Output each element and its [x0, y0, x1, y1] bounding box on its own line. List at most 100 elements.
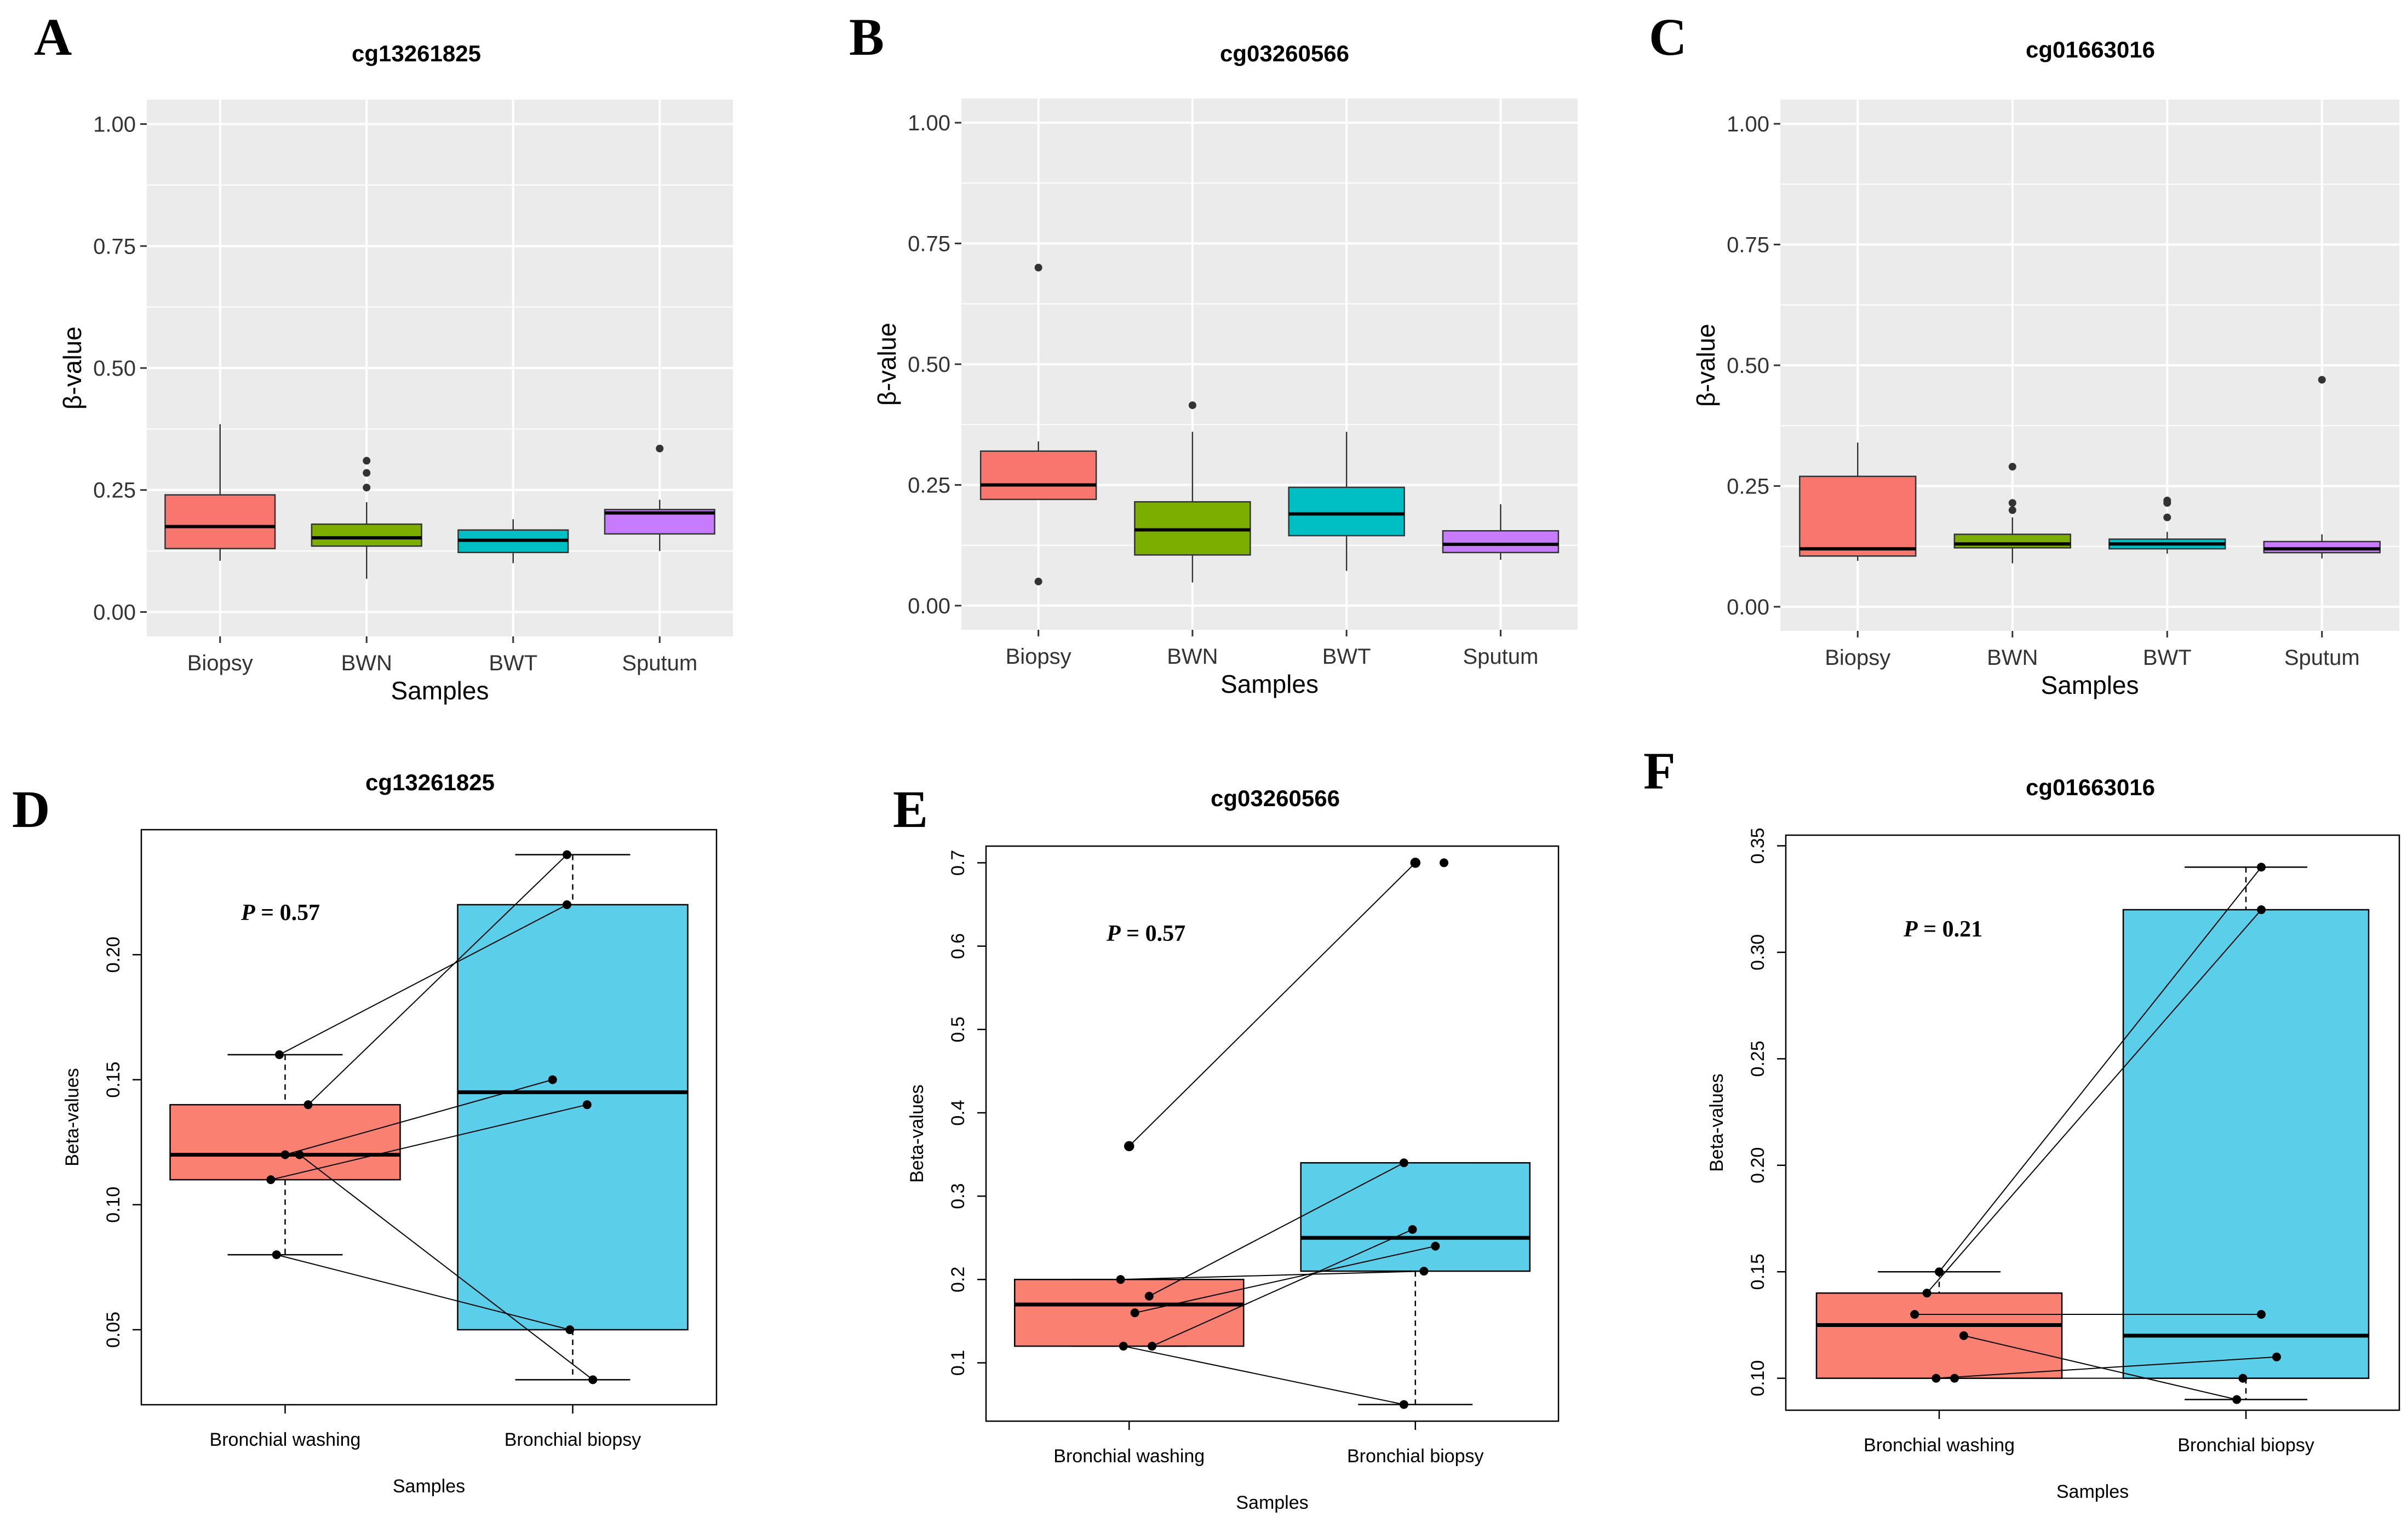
outlier-point	[2318, 376, 2326, 384]
x-tick-label: Bronchial washing	[1053, 1446, 1205, 1467]
data-point-washing	[1144, 1291, 1154, 1301]
pair-line	[1936, 1356, 2277, 1379]
box-body	[1288, 486, 1405, 537]
x-tick-label: Sputum	[622, 651, 697, 675]
pair-line	[1939, 866, 2262, 1272]
data-point-washing	[1910, 1310, 1919, 1319]
x-tick-label: Bronchial biopsy	[2177, 1435, 2314, 1456]
y-tick-label: 0.35	[1747, 828, 1768, 864]
pair-line	[1134, 1245, 1436, 1314]
chart-title: cg01663016	[2026, 37, 2155, 62]
pair-line	[279, 904, 568, 1055]
x-tick-label: Bronchial biopsy	[1347, 1446, 1483, 1467]
data-point-biopsy	[1399, 1158, 1408, 1168]
outlier-point	[363, 484, 371, 492]
y-tick-label: 1.00	[908, 111, 950, 135]
pair-line	[1151, 1229, 1413, 1347]
panel-letter-d: D	[12, 780, 50, 838]
y-tick-label: 0.50	[1727, 354, 1769, 378]
outlier-point	[1034, 577, 1042, 585]
box-bwt	[1288, 432, 1405, 571]
x-tick-label: Biopsy	[187, 651, 253, 675]
y-tick-label: 0.25	[908, 473, 950, 497]
pair-line	[1926, 909, 2262, 1294]
box-bronchial-biopsy	[2122, 866, 2370, 1400]
data-point-washing	[1932, 1374, 1941, 1383]
panel-letter-c: C	[1649, 8, 1687, 66]
box-sputum	[1442, 504, 1560, 560]
y-tick-label: 0.15	[1747, 1254, 1768, 1290]
box-bwn	[1134, 401, 1251, 583]
data-point-biopsy	[2257, 905, 2266, 915]
y-tick-label: 0.6	[948, 933, 968, 959]
chart-title: cg01663016	[2026, 774, 2155, 800]
x-tick-label: Bronchial biopsy	[505, 1429, 641, 1450]
y-tick-label: 0.00	[908, 594, 950, 618]
outlier-point	[2008, 506, 2016, 514]
x-axis-label: Samples	[391, 676, 489, 705]
y-axis-label: β-value	[1692, 324, 1720, 407]
box-body	[1442, 530, 1560, 554]
x-tick-label: BWT	[1322, 645, 1371, 669]
data-point-biopsy	[563, 900, 571, 909]
panel-letter-f: F	[1643, 742, 1676, 800]
p-label: P	[1106, 921, 1121, 946]
data-point-washing	[1148, 1342, 1157, 1351]
data-point-biopsy	[1411, 858, 1420, 867]
y-axis-label: Beta-values	[907, 1084, 927, 1183]
box-biopsy	[979, 263, 1097, 585]
box-body	[979, 450, 1097, 501]
p-value: = 0.57	[1121, 921, 1185, 946]
y-tick-label: 0.4	[948, 1100, 968, 1125]
x-tick-label: Sputum	[1463, 645, 1538, 669]
data-point-biopsy	[582, 1100, 592, 1110]
outlier-point	[656, 445, 664, 452]
pair-line	[1963, 1335, 2237, 1400]
box-bwt	[457, 519, 569, 564]
outlier-point	[2008, 463, 2016, 471]
data-point-biopsy	[563, 850, 571, 859]
y-tick-label: 0.75	[1727, 233, 1769, 257]
chart-title: cg13261825	[352, 41, 481, 66]
p-value-annotation: P = 0.21	[1903, 917, 1982, 942]
y-tick-label: 0.75	[908, 232, 950, 256]
panel-letter-e: E	[893, 780, 928, 838]
y-tick-label: 0.3	[948, 1183, 968, 1209]
x-tick-label: Biopsy	[1825, 646, 1890, 670]
data-point-biopsy	[588, 1375, 598, 1384]
x-axis-label: Samples	[1220, 670, 1319, 698]
box-sputum	[2263, 376, 2381, 559]
data-point-washing	[275, 1050, 284, 1059]
x-tick-label: BWN	[1987, 646, 2038, 670]
box-bwt	[2108, 496, 2226, 554]
data-point-washing	[272, 1250, 281, 1260]
outlier-point	[1188, 401, 1196, 409]
outlier-point	[2163, 496, 2171, 504]
x-tick-label: BWT	[489, 651, 537, 675]
pair-line	[1120, 1271, 1424, 1280]
box-body	[2122, 909, 2370, 1379]
pair-line	[1149, 1162, 1405, 1297]
data-point-washing	[303, 1100, 313, 1110]
box-body	[1815, 1292, 2063, 1379]
pair-line	[1123, 1346, 1405, 1405]
data-point-washing	[1130, 1308, 1139, 1318]
y-tick-label: 0.10	[103, 1187, 124, 1223]
y-tick-label: 0.00	[93, 600, 136, 624]
data-point-washing	[1922, 1289, 1932, 1298]
pair-line	[271, 1104, 587, 1181]
pair-line	[307, 854, 568, 1105]
y-tick-label: 0.50	[908, 353, 950, 377]
pair-line	[299, 1154, 593, 1381]
data-point-biopsy	[2257, 1310, 2266, 1319]
x-tick-label: Bronchial washing	[210, 1429, 361, 1450]
y-tick-label: 1.00	[93, 113, 136, 137]
panel-letter-a: A	[34, 8, 72, 66]
data-point-washing	[1116, 1275, 1125, 1284]
box-body	[2263, 541, 2381, 554]
